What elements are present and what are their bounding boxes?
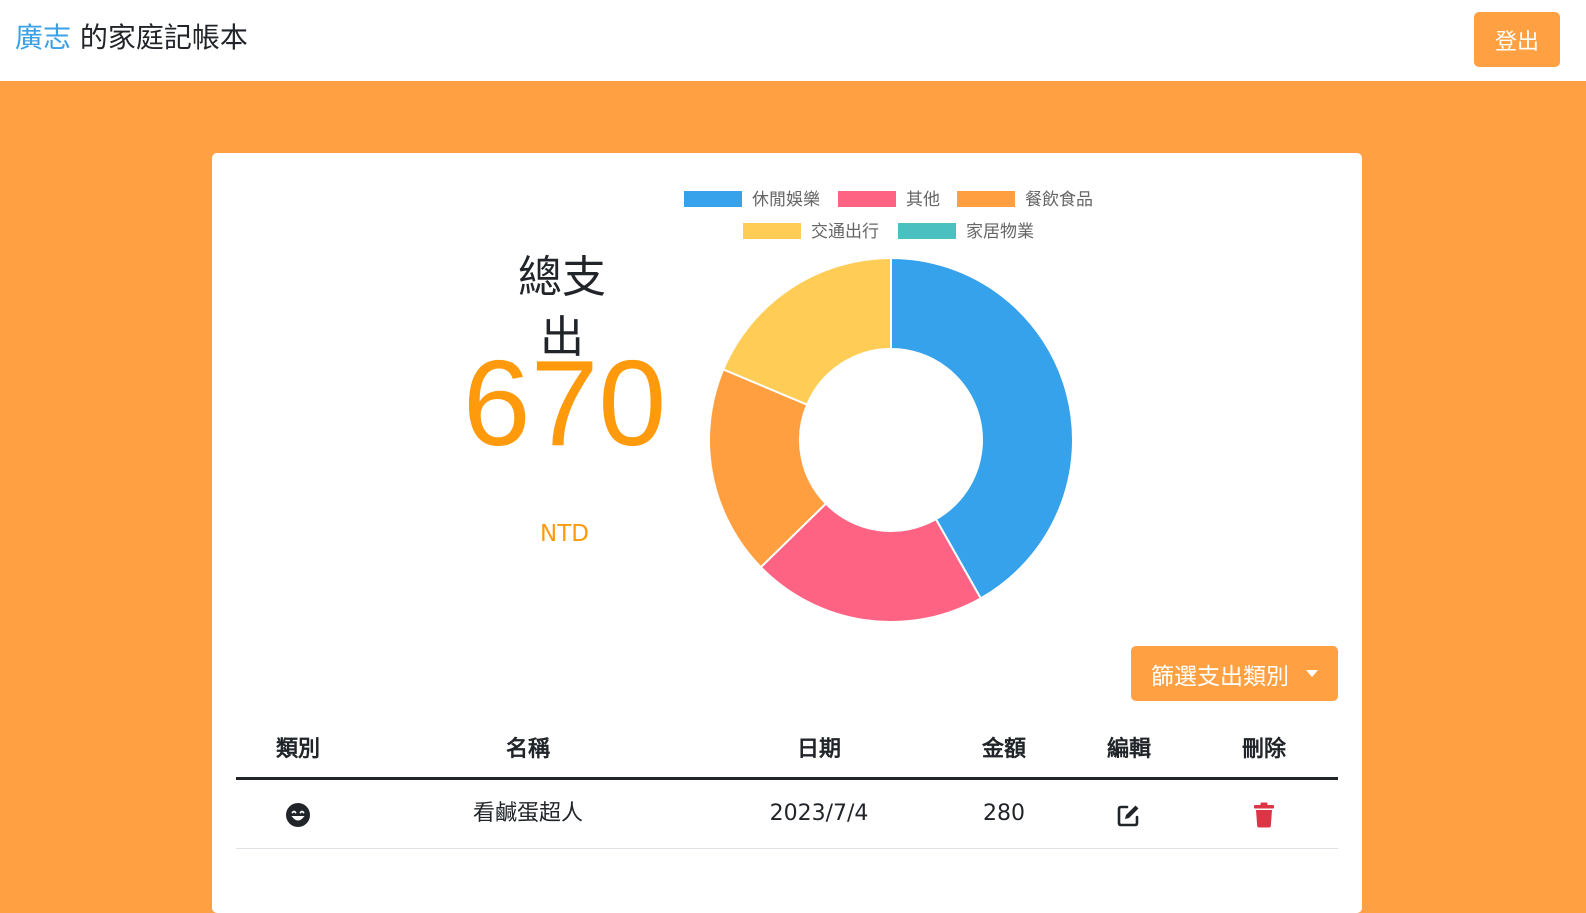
legend-label: 交通出行 [811, 222, 879, 242]
donut-slice-2[interactable] [759, 502, 983, 623]
header-edit: 編輯 [1106, 737, 1151, 762]
table-header: 類別 名稱 日期 金額 編輯 刪除 [236, 723, 1338, 780]
grin-face-icon [286, 803, 310, 827]
legend-item[interactable]: 其他 [838, 189, 940, 211]
legend-label: 家居物業 [966, 222, 1034, 242]
navbar: 廣志 的家庭記帳本 登出 [0, 0, 1586, 81]
donut-slice-4[interactable] [721, 256, 892, 406]
currency-unit: NTD [540, 521, 589, 547]
legend-item[interactable]: 交通出行 [743, 221, 879, 243]
header-delete: 刪除 [1241, 737, 1286, 762]
header-amount: 金額 [981, 737, 1026, 762]
legend-swatch [898, 223, 956, 239]
expense-donut-chart [708, 256, 1074, 623]
table-row: 看鹹蛋超人 2023/7/4 280 [236, 780, 1338, 849]
expense-card: 休閒娛樂 其他 餐飲食品 交通出行 家居物業 總支出 670 NTD 篩選支出類… [212, 153, 1362, 913]
total-expense-title: 總支出 [518, 252, 606, 363]
expense-amount: 280 [983, 801, 1025, 826]
edit-button[interactable] [1116, 802, 1142, 837]
legend-swatch [684, 191, 742, 207]
trash-icon [1254, 802, 1274, 828]
expense-table: 類別 名稱 日期 金額 編輯 刪除 看鹹蛋超人 2023/7/4 280 [236, 723, 1338, 849]
legend-item[interactable]: 休閒娛樂 [684, 189, 820, 211]
expense-date: 2023/7/4 [769, 801, 869, 826]
user-name: 廣志 [15, 21, 72, 54]
expense-name: 看鹹蛋超人 [472, 801, 583, 826]
donut-slice-3[interactable] [708, 368, 828, 569]
filter-category-dropdown[interactable]: 篩選支出類別 [1131, 646, 1338, 701]
filter-label: 篩選支出類別 [1151, 663, 1289, 690]
header-category: 類別 [275, 737, 320, 762]
grin-face-icon [285, 802, 311, 837]
legend-label: 其他 [906, 190, 940, 210]
page-title: 廣志 的家庭記帳本 [15, 18, 248, 58]
legend-label: 餐飲食品 [1025, 190, 1093, 210]
legend-label: 休閒娛樂 [752, 190, 820, 210]
logout-button[interactable]: 登出 [1474, 12, 1560, 67]
legend-swatch [957, 191, 1015, 207]
header-date: 日期 [796, 737, 841, 762]
total-expense-amount: 670 [462, 335, 667, 471]
delete-button[interactable] [1253, 802, 1275, 837]
edit-icon [1117, 805, 1139, 827]
legend-swatch [838, 191, 896, 207]
caret-down-icon [1306, 670, 1318, 677]
legend-item[interactable]: 家居物業 [898, 221, 1034, 243]
donut-slice-1[interactable] [890, 256, 1074, 600]
title-suffix: 的家庭記帳本 [71, 21, 248, 54]
legend-swatch [743, 223, 801, 239]
header-name: 名稱 [505, 737, 550, 762]
chart-legend: 休閒娛樂 其他 餐飲食品 交通出行 家居物業 [212, 153, 1362, 263]
legend-item[interactable]: 餐飲食品 [957, 189, 1093, 211]
